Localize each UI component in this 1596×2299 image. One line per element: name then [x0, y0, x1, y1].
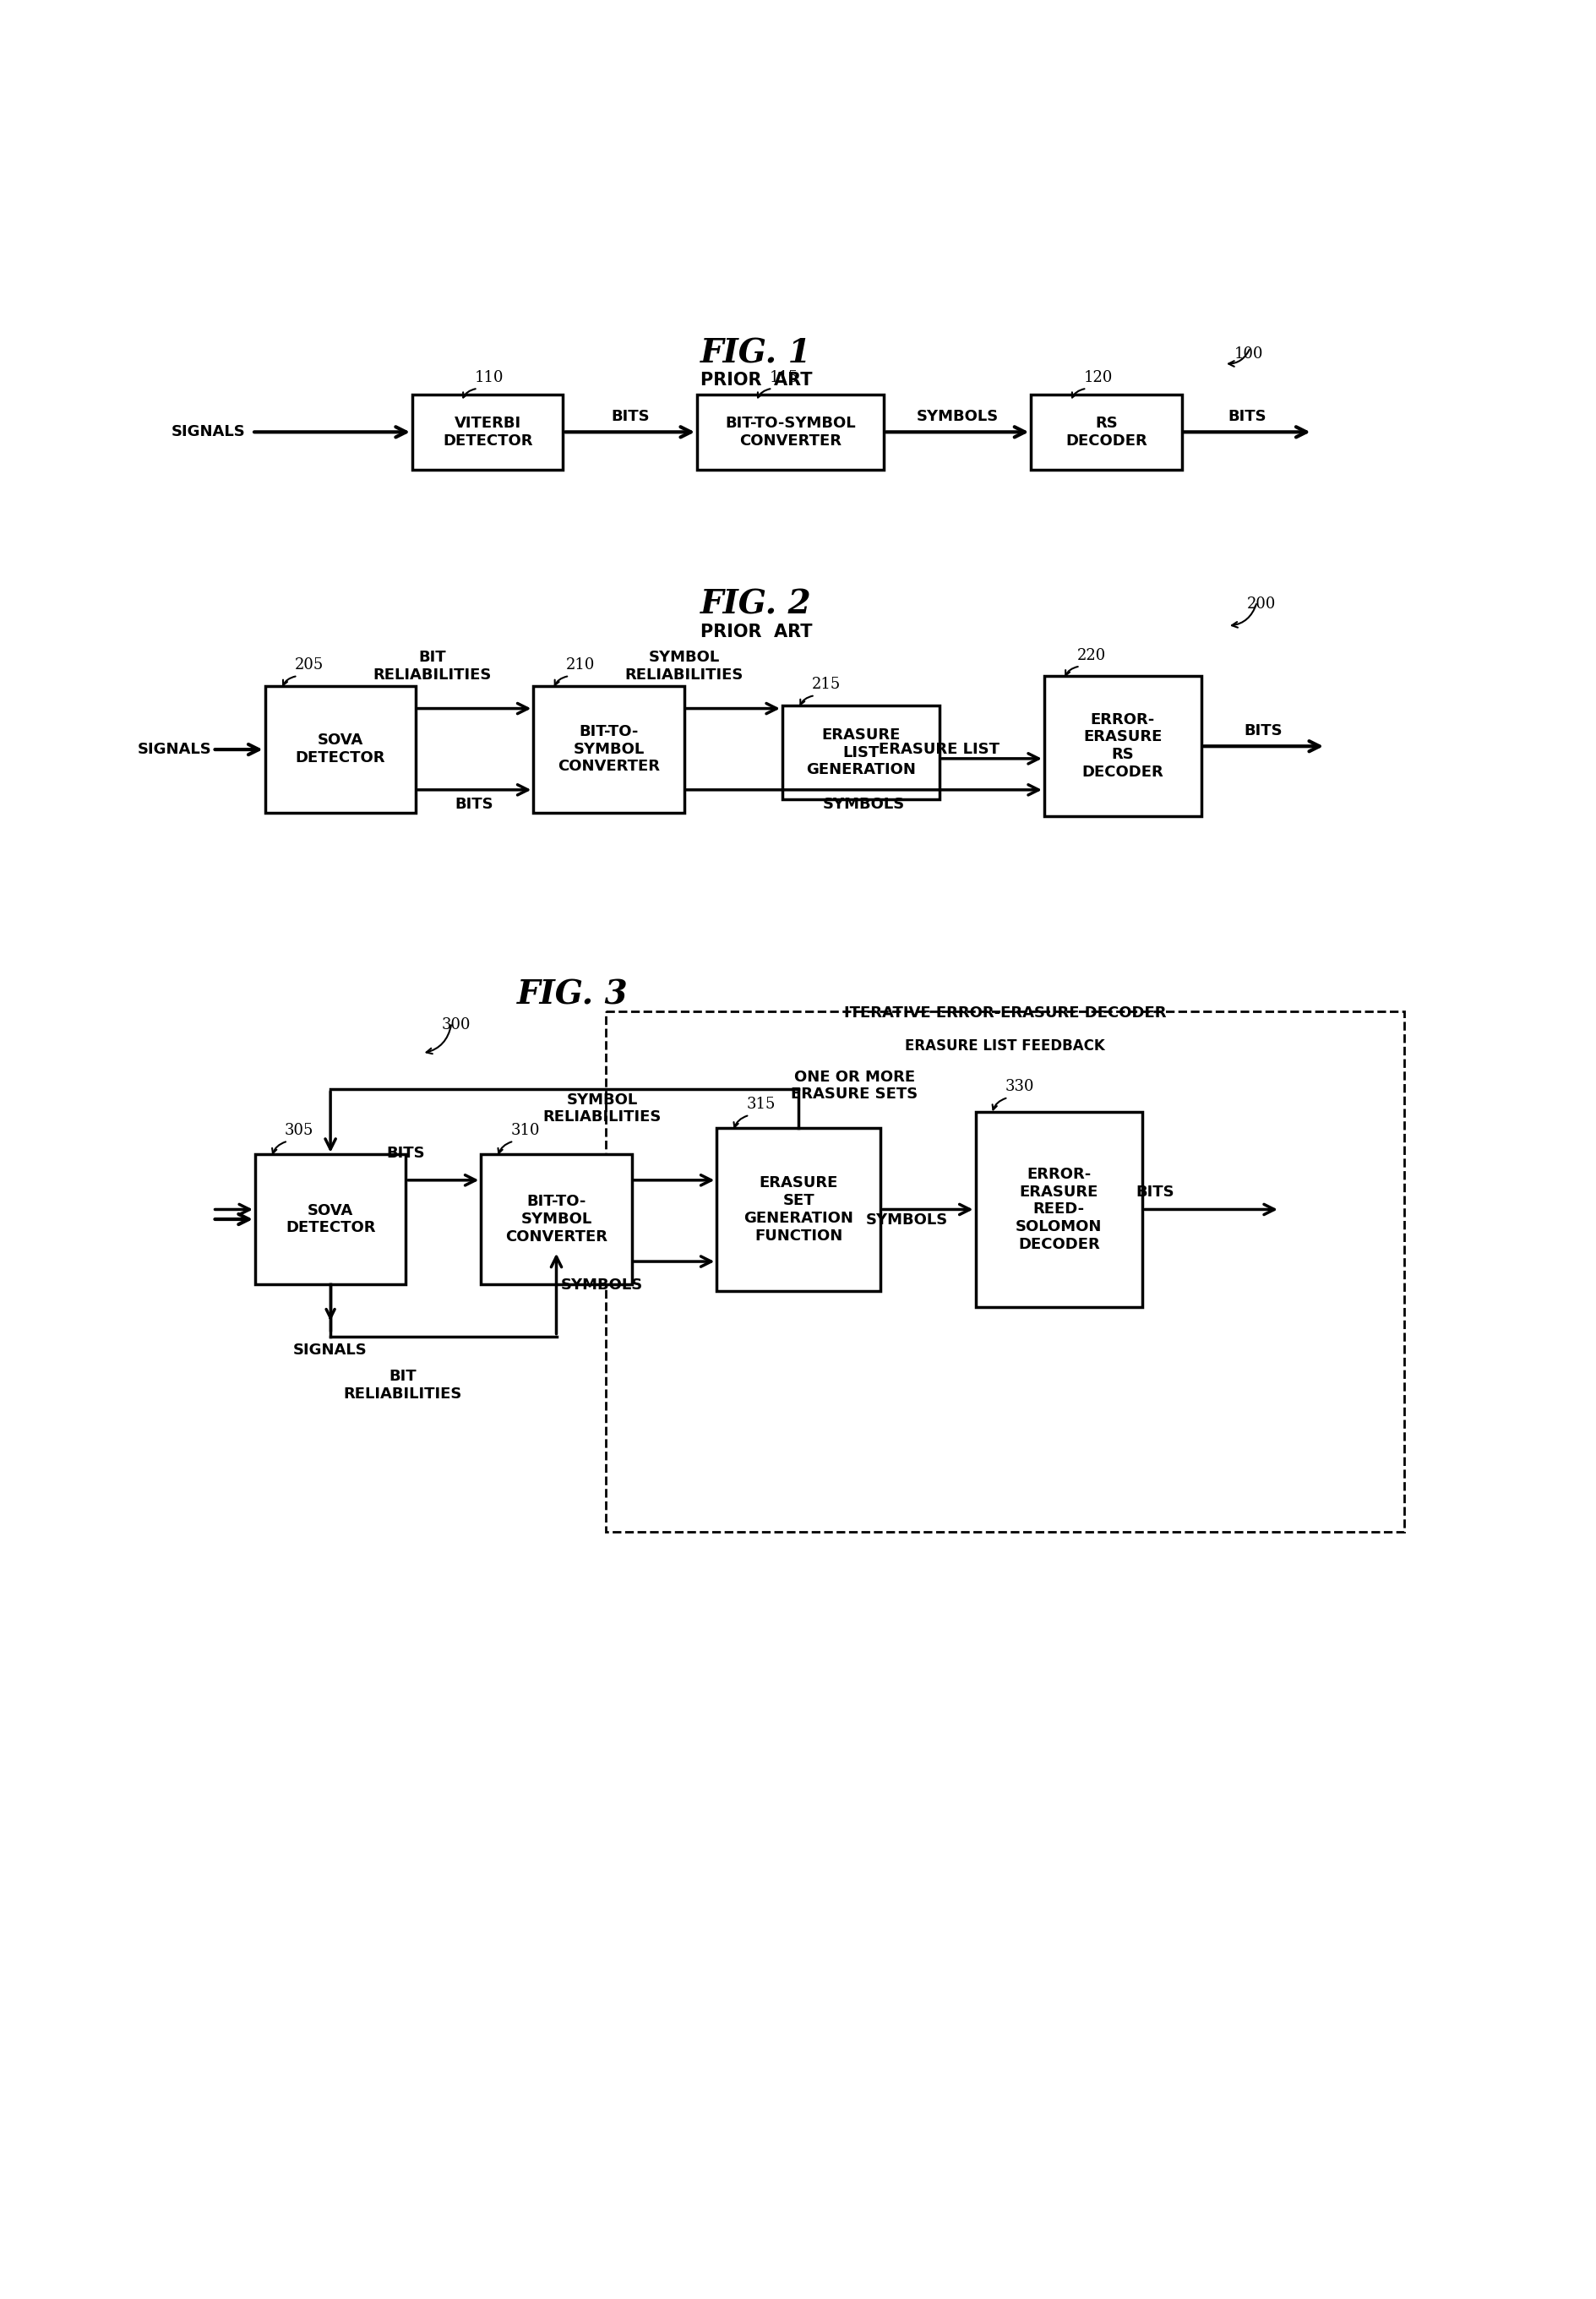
- Bar: [1031, 395, 1181, 469]
- Bar: [1044, 676, 1202, 816]
- Text: 220: 220: [1077, 648, 1106, 662]
- Text: BITS: BITS: [611, 409, 650, 425]
- Bar: [255, 1154, 405, 1285]
- Bar: [412, 395, 563, 469]
- Text: SYMBOLS: SYMBOLS: [916, 409, 999, 425]
- Text: SIGNALS: SIGNALS: [171, 425, 246, 439]
- Text: VITERBI
DETECTOR: VITERBI DETECTOR: [442, 416, 533, 448]
- Text: 330: 330: [1005, 1078, 1034, 1094]
- Text: FIG. 1: FIG. 1: [701, 338, 812, 370]
- Text: ERASURE
LIST
GENERATION: ERASURE LIST GENERATION: [806, 726, 916, 777]
- Text: 310: 310: [511, 1122, 539, 1138]
- Text: SYMBOL
RELIABILITIES: SYMBOL RELIABILITIES: [543, 1092, 661, 1124]
- Text: BIT-TO-
SYMBOL
CONVERTER: BIT-TO- SYMBOL CONVERTER: [557, 724, 659, 775]
- Text: PRIOR  ART: PRIOR ART: [701, 372, 812, 389]
- Text: BITS: BITS: [1227, 409, 1267, 425]
- Text: 200: 200: [1246, 598, 1277, 612]
- Text: FIG. 2: FIG. 2: [701, 589, 812, 621]
- Bar: [782, 706, 940, 800]
- Text: ERASURE LIST FEEDBACK: ERASURE LIST FEEDBACK: [905, 1039, 1104, 1053]
- Text: ERASURE
SET
GENERATION
FUNCTION: ERASURE SET GENERATION FUNCTION: [744, 1175, 854, 1244]
- Bar: [975, 1113, 1143, 1308]
- Text: BITS: BITS: [386, 1145, 425, 1161]
- Text: 100: 100: [1234, 347, 1262, 361]
- Text: BIT-TO-SYMBOL
CONVERTER: BIT-TO-SYMBOL CONVERTER: [725, 416, 855, 448]
- Text: PRIOR  ART: PRIOR ART: [701, 623, 812, 641]
- Text: 110: 110: [474, 370, 504, 386]
- Text: 205: 205: [294, 658, 324, 674]
- Bar: [717, 1129, 881, 1290]
- Text: 305: 305: [284, 1122, 314, 1138]
- Text: 215: 215: [812, 676, 841, 692]
- Text: SYMBOLS: SYMBOLS: [824, 795, 905, 812]
- Bar: [605, 1012, 1404, 1531]
- Text: SIGNALS: SIGNALS: [137, 743, 211, 756]
- Text: 115: 115: [769, 370, 798, 386]
- Text: 315: 315: [747, 1097, 776, 1113]
- Text: SOVA
DETECTOR: SOVA DETECTOR: [286, 1202, 375, 1235]
- Text: BITS: BITS: [455, 795, 493, 812]
- Text: ERROR-
ERASURE
RS
DECODER: ERROR- ERASURE RS DECODER: [1082, 713, 1163, 779]
- Bar: [480, 1154, 632, 1285]
- Text: 210: 210: [567, 658, 595, 674]
- Text: FIG. 3: FIG. 3: [517, 979, 629, 1012]
- Text: ITERATIVE ERROR-ERASURE DECODER: ITERATIVE ERROR-ERASURE DECODER: [844, 1005, 1167, 1021]
- Text: SYMBOLS: SYMBOLS: [562, 1278, 643, 1292]
- Text: BIT
RELIABILITIES: BIT RELIABILITIES: [343, 1368, 461, 1402]
- Text: BIT
RELIABILITIES: BIT RELIABILITIES: [372, 651, 492, 683]
- Text: 120: 120: [1084, 370, 1112, 386]
- Text: SIGNALS: SIGNALS: [294, 1343, 367, 1359]
- Bar: [533, 685, 685, 812]
- Bar: [265, 685, 415, 812]
- Text: BITS: BITS: [1245, 724, 1283, 738]
- Text: SOVA
DETECTOR: SOVA DETECTOR: [295, 733, 385, 766]
- Bar: [697, 395, 884, 469]
- Text: ONE OR MORE
ERASURE SETS: ONE OR MORE ERASURE SETS: [792, 1069, 918, 1101]
- Text: SYMBOL
RELIABILITIES: SYMBOL RELIABILITIES: [624, 651, 744, 683]
- Text: ERASURE LIST: ERASURE LIST: [879, 743, 999, 756]
- Text: 300: 300: [442, 1018, 471, 1032]
- Text: BITS: BITS: [1136, 1184, 1175, 1200]
- Text: BIT-TO-
SYMBOL
CONVERTER: BIT-TO- SYMBOL CONVERTER: [506, 1193, 608, 1244]
- Text: SYMBOLS: SYMBOLS: [865, 1212, 948, 1228]
- Text: RS
DECODER: RS DECODER: [1066, 416, 1148, 448]
- Text: ERROR-
ERASURE
REED-
SOLOMON
DECODER: ERROR- ERASURE REED- SOLOMON DECODER: [1015, 1166, 1103, 1253]
